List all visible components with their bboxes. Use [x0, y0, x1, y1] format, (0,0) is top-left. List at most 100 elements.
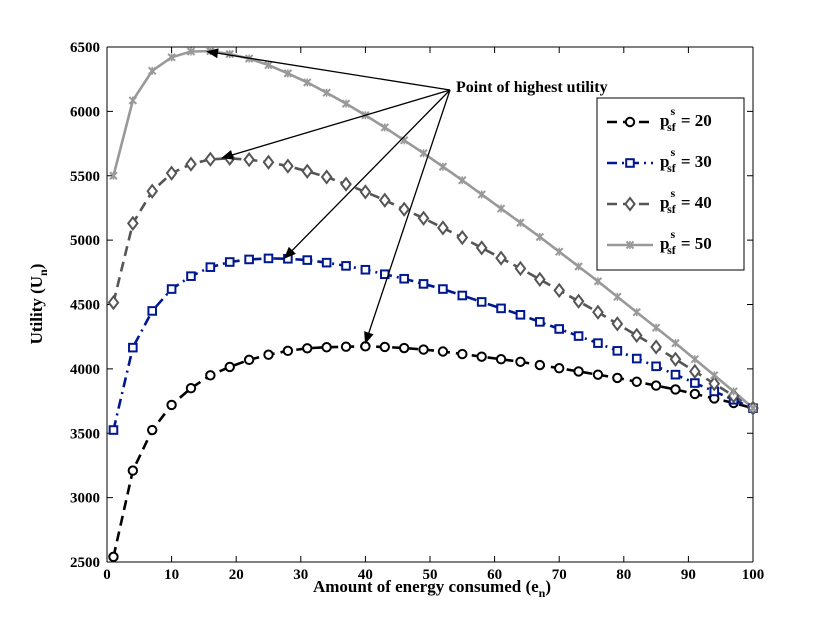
legend-label: ps sf = 50: [660, 227, 712, 257]
data-point-series-4: [535, 232, 545, 242]
data-point-series-4: [496, 204, 506, 213]
ticks-group: 0 10 20 30 40 50 60 70 80 90 100 2500 3000 3500 4000 45…: [70, 40, 764, 583]
data-point-series-4: [264, 60, 273, 70]
data-point-series-4: [477, 190, 486, 199]
legend-box: [596, 97, 745, 271]
data-point-series-2: [476, 297, 487, 307]
legend-item-2: ps sf = 30: [607, 145, 712, 175]
data-point-series-3: [320, 169, 333, 185]
data-point-series-1: [612, 372, 623, 384]
data-point-series-4: [516, 218, 525, 227]
data-point-series-2: [128, 342, 138, 353]
series-line-2: [112, 257, 754, 431]
x-tick-label: 10: [164, 567, 179, 583]
legend-item-3: ps sf = 40: [607, 186, 712, 216]
data-point-series-2: [554, 324, 565, 334]
y-tick-label: 4000: [70, 362, 100, 378]
data-point-series-4: [671, 338, 680, 348]
data-point-series-3: [359, 184, 372, 200]
data-point-series-1: [624, 116, 636, 128]
data-point-series-1: [689, 388, 701, 400]
data-point-series-3: [624, 196, 636, 212]
x-tick-label: 0: [103, 567, 111, 583]
data-point-series-3: [592, 304, 604, 320]
data-point-series-4: [283, 69, 293, 78]
data-point-series-3: [669, 351, 682, 367]
data-point-series-2: [612, 346, 623, 356]
data-point-series-4: [554, 247, 564, 256]
data-point-series-2: [438, 284, 448, 294]
data-point-series-2: [535, 317, 545, 327]
data-point-series-3: [204, 151, 217, 167]
data-point-series-2: [399, 273, 409, 284]
data-point-series-2: [625, 158, 635, 168]
data-point-series-1: [534, 359, 546, 371]
data-point-series-3: [437, 220, 449, 236]
data-point-series-3: [514, 260, 527, 277]
data-point-series-2: [263, 253, 274, 264]
data-point-series-4: [380, 123, 389, 132]
x-tick-label: 30: [293, 567, 308, 583]
data-point-series-4: [399, 136, 409, 145]
data-point-series-4: [625, 240, 635, 250]
data-point-series-3: [688, 363, 701, 380]
data-point-series-3: [398, 201, 411, 217]
data-point-series-3: [282, 158, 294, 174]
data-point-series-1: [321, 342, 332, 353]
annotation-text: Point of highest utility: [456, 79, 608, 96]
data-point-series-1: [243, 354, 255, 366]
data-point-series-1: [147, 424, 158, 436]
data-point-series-2: [515, 310, 526, 320]
x-tick-label: 60: [487, 567, 502, 583]
y-axis-label: Utility (Un): [27, 264, 50, 345]
x-tick-label: 40: [358, 567, 373, 583]
data-point-series-1: [650, 380, 662, 391]
data-point-series-4: [322, 88, 331, 97]
data-point-series-3: [301, 163, 314, 179]
data-point-series-2: [283, 253, 293, 264]
data-point-series-4: [186, 47, 196, 56]
data-point-series-4: [690, 355, 700, 364]
data-point-series-1: [418, 344, 429, 355]
legend-items: ps sf = 20 ps sf = 30 ps sf = 40 ps sf = 50: [607, 104, 712, 257]
data-point-series-2: [224, 257, 235, 267]
annotation-arrow-4: [364, 89, 451, 345]
data-point-series-1: [108, 551, 119, 563]
data-point-series-4: [748, 403, 758, 413]
y-tick-label: 6500: [70, 40, 100, 56]
data-point-series-1: [457, 348, 468, 360]
data-point-series-2: [302, 255, 313, 265]
data-point-series-1: [554, 363, 565, 374]
data-point-series-1: [437, 346, 449, 357]
data-point-series-3: [165, 165, 178, 181]
data-point-series-2: [166, 284, 177, 294]
data-point-series-3: [708, 376, 721, 392]
data-point-series-4: [128, 96, 138, 105]
series-line-4: [112, 49, 754, 410]
data-point-series-2: [670, 369, 681, 380]
x-tick-label: 50: [423, 567, 438, 583]
y-tick-label: 6000: [70, 104, 100, 120]
legend-label: ps sf = 20: [660, 104, 712, 134]
data-point-series-1: [340, 341, 352, 352]
data-point-series-4: [632, 308, 641, 317]
data-point-series-3: [107, 294, 120, 311]
data-point-series-2: [147, 306, 158, 316]
data-point-series-3: [185, 156, 197, 172]
data-point-series-1: [282, 345, 294, 357]
data-point-series-1: [379, 341, 390, 353]
series-lines-group: [112, 49, 754, 558]
data-point-series-3: [146, 183, 159, 199]
data-point-series-4: [148, 66, 157, 76]
data-point-series-4: [458, 176, 467, 185]
data-point-series-3: [126, 215, 139, 232]
data-point-series-1: [495, 354, 507, 365]
data-point-series-2: [457, 290, 468, 301]
data-point-series-1: [592, 369, 604, 380]
data-point-series-3: [475, 240, 488, 256]
data-point-series-2: [186, 271, 196, 281]
data-point-series-1: [224, 361, 235, 373]
data-point-series-3: [378, 192, 391, 208]
data-point-series-1: [573, 366, 584, 377]
